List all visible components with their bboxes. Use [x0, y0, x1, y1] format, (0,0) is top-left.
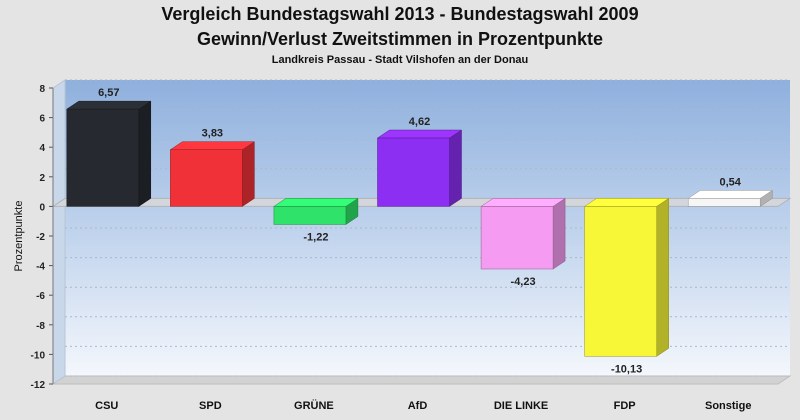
bar-sonstige [687, 189, 774, 207]
y-tick-label: 8 [39, 84, 45, 95]
chart-title-line-2: Gewinn/Verlust Zweitstimmen in Prozentpu… [196, 29, 604, 49]
bar-front [170, 149, 243, 207]
chart-title: Vergleich Bundestagswahl 2013 - Bundesta… [161, 4, 639, 24]
data-label: 0,54 [720, 176, 742, 188]
data-label: -1,22 [303, 231, 328, 243]
bar-top [376, 129, 463, 139]
x-tick-label: DIE LINKE [494, 400, 548, 412]
y-tick-label: -2 [36, 232, 45, 243]
bar-top [583, 198, 670, 207]
y-tick-label: 4 [39, 143, 45, 154]
bar-gr-ne [273, 197, 359, 225]
bar-front [66, 108, 140, 207]
x-tick-label: AfD [408, 400, 428, 412]
data-label: 4,62 [409, 116, 430, 128]
x-tick-label: SPD [199, 400, 222, 412]
bar-afd [376, 129, 463, 207]
bar-side [552, 197, 566, 270]
y-tick-label: 0 [39, 202, 45, 213]
y-tick-label: -6 [36, 291, 45, 302]
bar-front [584, 206, 657, 357]
data-label: 6,57 [98, 87, 119, 99]
y-tick-label: -4 [36, 262, 45, 273]
bar-side [656, 197, 669, 357]
plot-side-wall [52, 79, 66, 385]
bar-front [377, 137, 450, 207]
bar-top [687, 190, 774, 199]
data-label: -4,23 [511, 276, 536, 288]
data-label: -10,13 [611, 363, 642, 375]
y-tick-label: 2 [39, 173, 45, 184]
y-tick-label: -10 [31, 350, 46, 361]
bar-front [273, 206, 347, 225]
y-tick-label: 6 [39, 114, 45, 125]
x-tick-label: GRÜNE [294, 399, 334, 412]
bar-front [687, 198, 761, 207]
data-label: 3,83 [202, 128, 223, 140]
bar-top [273, 198, 359, 207]
bar-spd [169, 141, 256, 207]
bar-csu [65, 100, 152, 207]
bar-top [169, 141, 256, 150]
y-tick-label: -12 [31, 380, 46, 391]
bar-top [65, 100, 152, 110]
y-tick-label: -8 [36, 321, 45, 332]
bar-front [480, 206, 554, 270]
bar-fdp [583, 197, 670, 357]
bar-top [480, 198, 566, 207]
plot-floor [51, 375, 792, 385]
x-tick-label: FDP [614, 400, 636, 412]
bar-die-linke [480, 197, 566, 270]
bar-side [138, 100, 152, 207]
chart-subtitle: Landkreis Passau - Stadt Vilshofen an de… [271, 54, 529, 66]
y-axis-label: Prozentpunkte [13, 201, 25, 272]
x-tick-label: CSU [95, 400, 118, 412]
x-tick-label: Sonstige [705, 400, 751, 412]
bar-side [449, 129, 462, 207]
bar-side [242, 141, 255, 207]
